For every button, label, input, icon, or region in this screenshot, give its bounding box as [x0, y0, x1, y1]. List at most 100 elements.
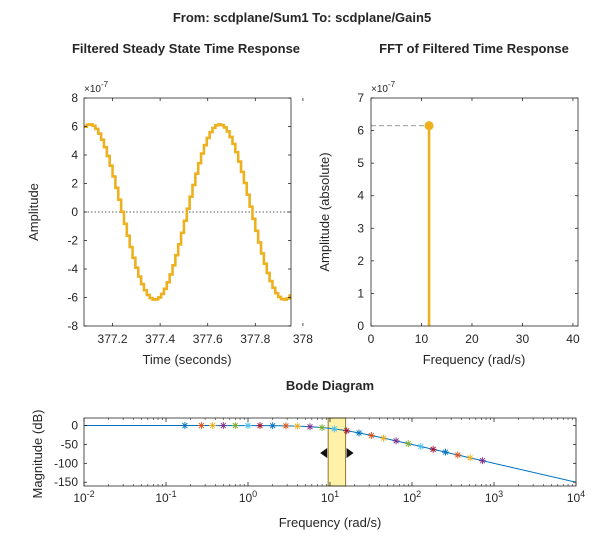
frequency-point-marker: [244, 422, 252, 430]
y-tick-label: -2: [67, 234, 78, 248]
y-tick-label: 2: [357, 254, 364, 268]
band-right-drag-arrow[interactable]: [346, 448, 354, 458]
figure-suptitle: From: scdplane/Sum1 To: scdplane/Gain5: [173, 10, 431, 25]
marker-stroke: [182, 422, 188, 429]
y-tick-label: 4: [357, 189, 364, 203]
marker-stroke: [442, 449, 449, 455]
frequency-point-marker: [355, 429, 363, 437]
x-tick-label: 10-1: [155, 489, 176, 505]
y-tick-label: 1: [357, 286, 364, 300]
marker-stroke: [269, 422, 276, 429]
marker-stroke: [467, 455, 473, 461]
marker-stroke: [356, 430, 362, 436]
marker-stroke: [220, 422, 227, 429]
marker-stroke: [380, 435, 387, 441]
x-tick-label: 30: [516, 332, 530, 346]
y-tick-label: 0: [71, 205, 78, 219]
y-tick-label: 6: [71, 120, 78, 134]
frequency-point-marker: [392, 437, 400, 445]
frequency-point-marker: [269, 422, 277, 430]
y-tick-label: 4: [71, 148, 78, 162]
x-tick-label: 100: [239, 489, 257, 505]
x-tick-label: 20: [465, 332, 479, 346]
bode-xlabel: Frequency (rad/s): [279, 515, 382, 530]
bode-ylabel: Magnitude (dB): [30, 410, 45, 499]
frequency-point-marker: [441, 448, 449, 456]
band-left-drag-arrow[interactable]: [320, 448, 328, 458]
marker-stroke: [418, 443, 424, 450]
frequency-point-marker: [197, 422, 205, 430]
frequency-point-marker: [181, 422, 189, 430]
bode-magnitude-line: [84, 425, 576, 483]
fft-panel: FFT of Filtered Time Response ×10-7 0 1 2 3…: [317, 41, 580, 367]
marker-stroke: [209, 422, 216, 429]
y-tick-label: 2: [71, 177, 78, 191]
bode-title: Bode Diagram: [286, 378, 374, 393]
fft-exponent: ×10-7: [371, 80, 396, 95]
marker-stroke: [331, 426, 338, 432]
frequency-point-marker: [318, 424, 326, 432]
time-response-xlabel: Time (seconds): [142, 352, 231, 367]
frequency-point-marker: [219, 422, 227, 430]
frequency-point-marker: [454, 451, 462, 459]
x-tick-label: 103: [485, 489, 503, 505]
frequency-point-marker: [404, 440, 412, 448]
time-response-panel: Filtered Steady State Time Response ×10-…: [26, 41, 313, 367]
marker-stroke: [257, 422, 263, 429]
frequency-point-marker: [478, 457, 486, 465]
y-tick-label: 3: [357, 221, 364, 235]
x-tick-label: 377.4: [145, 332, 175, 346]
y-tick-label: 0: [71, 419, 78, 433]
fft-ylabel: Amplitude (absolute): [317, 152, 332, 271]
x-tick-label: 104: [567, 489, 585, 505]
x-tick-label: 0: [368, 332, 375, 346]
marker-stroke: [405, 440, 412, 447]
frequency-point-marker: [209, 422, 217, 430]
x-tick-label: 101: [321, 489, 339, 505]
y-tick-label: 5: [357, 156, 364, 170]
fft-title: FFT of Filtered Time Response: [379, 41, 569, 56]
x-tick-label: 10: [415, 332, 429, 346]
frequency-point-marker: [330, 425, 338, 433]
y-tick-label: -6: [67, 291, 78, 305]
frequency-point-marker: [293, 422, 301, 430]
fft-axes-box: [370, 97, 579, 327]
marker-stroke: [307, 423, 313, 430]
frequency-point-marker: [343, 427, 351, 435]
fft-plot-area: [371, 98, 578, 326]
fft-stem-marker: [424, 121, 434, 131]
marker-stroke: [393, 438, 399, 444]
y-tick-label: 6: [357, 124, 364, 138]
marker-stroke: [319, 424, 325, 431]
marker-stroke: [294, 423, 301, 429]
y-tick-label: -150: [54, 475, 78, 489]
frequency-point-marker: [231, 422, 239, 430]
frequency-point-marker: [380, 434, 388, 442]
x-tick-label: 378: [293, 332, 313, 346]
x-tick-label: 377.6: [193, 332, 223, 346]
time-response-title: Filtered Steady State Time Response: [72, 41, 300, 56]
marker-stroke: [455, 452, 461, 458]
y-tick-label: -100: [54, 456, 78, 470]
time-response-ylabel: Amplitude: [26, 183, 41, 241]
y-tick-label: 0: [357, 319, 364, 333]
marker-stroke: [245, 422, 251, 429]
marker-stroke: [283, 423, 289, 429]
marker-stroke: [368, 432, 375, 439]
frequency-point-marker: [429, 445, 437, 453]
x-tick-label: 377.2: [98, 332, 128, 346]
x-tick-label: 40: [566, 332, 580, 346]
x-tick-label: 102: [403, 489, 421, 505]
frequency-point-marker: [466, 454, 474, 462]
fft-xlabel: Frequency (rad/s): [423, 352, 526, 367]
x-tick-label: 10-2: [73, 489, 94, 505]
frequency-point-marker: [367, 431, 375, 439]
y-tick-label: -8: [67, 319, 78, 333]
frequency-point-marker: [256, 422, 264, 430]
y-tick-label: -4: [67, 262, 78, 276]
x-tick-label: 377.8: [240, 332, 270, 346]
time-response-exponent: ×10-7: [84, 80, 109, 95]
